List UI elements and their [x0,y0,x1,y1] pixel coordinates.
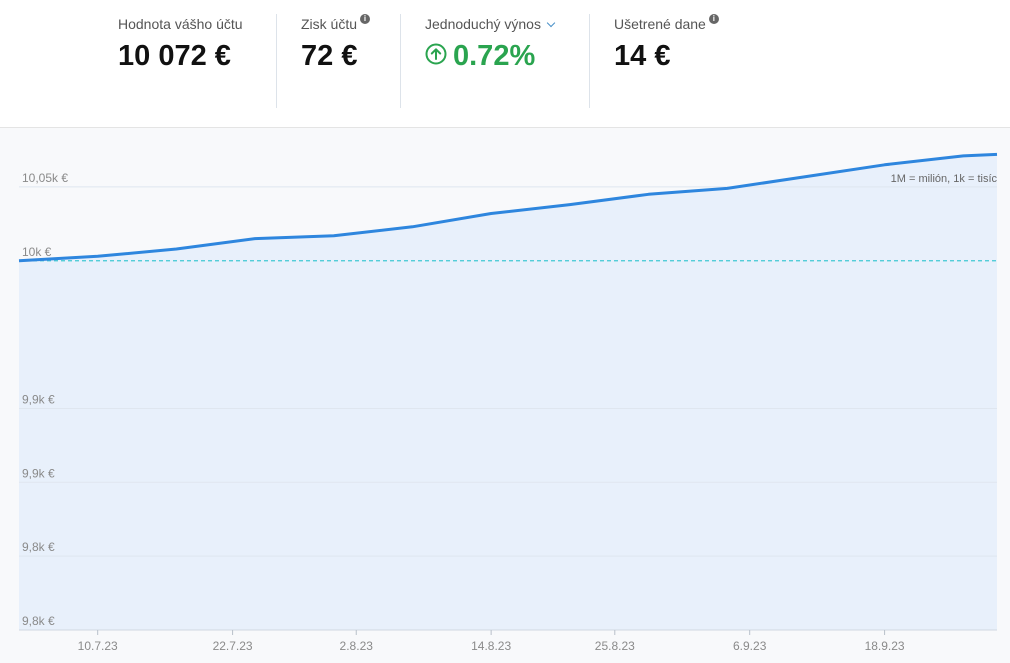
info-icon[interactable]: i [708,14,719,24]
x-tick-label: 10.7.23 [78,639,118,653]
series-line [18,152,998,263]
stat-value: 0.72% [453,40,536,72]
y-tick-label: 10k € [22,245,52,259]
divider [400,14,401,108]
y-tick-label: 10,05k € [22,171,68,185]
y-tick-label: 9,8k € [22,614,55,628]
stat-value: 14 € [614,40,671,72]
x-tick-label: 6.9.23 [733,639,767,653]
stat-label: Hodnota vášho účtu [118,16,243,32]
stat-label: Ušetrené dane [614,16,706,32]
stats-bar: Hodnota vášho účtu 10 072 € Zisk účtu i 7… [0,0,1010,128]
stat-value: 72 € [301,40,358,72]
stat-label: Zisk účtu [301,16,358,32]
x-tick-label: 25.8.23 [595,639,635,653]
info-icon[interactable]: i [360,14,371,24]
stat-value: 10 072 € [118,40,231,72]
area-fill [19,154,997,630]
x-tick-label: 2.8.23 [340,639,374,653]
arrow-up-circle-icon [425,43,447,65]
return-type-dropdown[interactable]: Jednoduchý výnos [425,16,556,32]
x-tick-label: 18.9.23 [865,639,905,653]
y-tick-label: 9,9k € [22,392,55,406]
chart-units-note: 1M = milión, 1k = tisíc [891,173,998,185]
divider [276,14,277,108]
stat-label: Jednoduchý výnos [425,16,541,32]
y-tick-label: 9,9k € [22,466,55,480]
x-tick-label: 14.8.23 [471,639,511,653]
x-tick-label: 22.7.23 [213,639,253,653]
y-tick-label: 9,8k € [22,540,55,554]
divider [589,14,590,108]
